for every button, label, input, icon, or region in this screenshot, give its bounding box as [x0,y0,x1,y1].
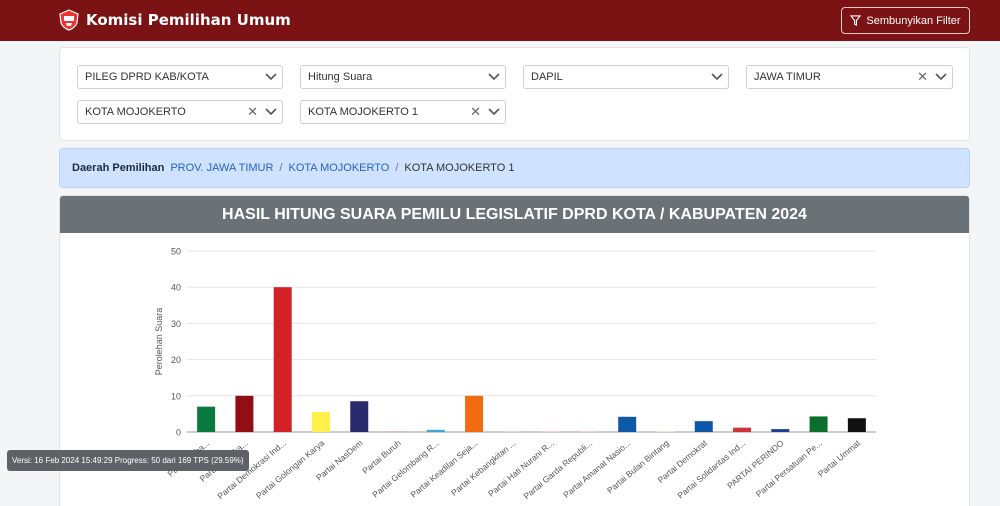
bar [197,406,216,432]
bar [656,431,675,432]
y-tick-label: 10 [171,391,181,401]
bar [426,429,445,432]
chevron-down-icon[interactable] [483,66,505,88]
bar [579,431,598,432]
chevron-down-icon[interactable] [930,66,952,88]
bar [541,431,560,432]
breadcrumb-current: KOTA MOJOKERTO 1 [404,162,515,174]
top-navbar: Komisi Pemilihan Umum Sembunyikan Filter [0,0,1000,41]
bar [618,416,637,432]
clear-icon[interactable]: ✕ [470,104,481,119]
x-tick-label: Partai Persatuan Pe... [754,438,824,499]
select-election-type[interactable]: PILEG DPRD KAB/KOTA [77,65,283,89]
breadcrumb-separator: / [279,162,283,174]
bar [847,418,866,432]
bar [350,401,369,432]
x-tick-label: Partai Kebangkitan ... [449,438,518,498]
kpu-logo-icon [59,9,79,31]
y-tick-label: 0 [176,428,181,438]
bar [388,431,407,432]
select-city[interactable]: KOTA MOJOKERTO ✕ [77,100,283,124]
bar [273,287,292,432]
x-tick-label: Partai Garda Republi... [522,438,595,501]
select-value: PILEG DPRD KAB/KOTA [85,71,209,83]
chevron-down-icon[interactable] [483,101,505,123]
bar [809,416,828,432]
select-district[interactable]: KOTA MOJOKERTO 1 ✕ [300,100,506,124]
select-value: KOTA MOJOKERTO [85,106,186,118]
select-value: KOTA MOJOKERTO 1 [308,106,419,118]
hide-filter-label: Sembunyikan Filter [866,14,961,27]
breadcrumb-separator: / [395,162,399,174]
brand[interactable]: Komisi Pemilihan Umum [58,8,291,32]
bar [694,421,713,432]
x-tick-label: Partai Keadilan Seja... [409,438,480,500]
y-axis-label: Perolehan Suara [154,308,164,376]
breadcrumb-link-province[interactable]: PROV. JAWA TIMUR [170,162,274,174]
version-badge: Versi: 16 Feb 2024 15:49:29 Progress: 50… [7,450,249,471]
breadcrumb: Daerah Pemilihan PROV. JAWA TIMUR / KOTA… [59,148,970,188]
chevron-down-icon[interactable] [260,66,282,88]
x-tick-label: Partai Ummat [816,437,863,478]
chevron-down-icon[interactable] [260,101,282,123]
y-tick-label: 50 [171,247,181,257]
bar [771,429,790,432]
filter-panel: PILEG DPRD KAB/KOTA Hitung Suara DAPIL J… [59,47,970,141]
clear-icon[interactable]: ✕ [917,69,928,84]
chevron-down-icon[interactable] [706,66,728,88]
select-province[interactable]: JAWA TIMUR ✕ [746,65,953,89]
hide-filter-button[interactable]: Sembunyikan Filter [841,7,970,34]
select-count-type[interactable]: Hitung Suara [300,65,506,89]
clear-icon[interactable]: ✕ [247,104,258,119]
select-value: DAPIL [531,71,563,83]
x-tick-label: Partai Hati Nurani R... [486,438,556,499]
bar [733,427,752,432]
bar [235,395,254,432]
y-tick-label: 40 [171,283,181,293]
y-tick-label: 30 [171,319,181,329]
breadcrumb-label: Daerah Pemilihan [72,162,165,174]
select-value: Hitung Suara [308,71,373,83]
breadcrumb-link-city[interactable]: KOTA MOJOKERTO [288,162,390,174]
select-dapil[interactable]: DAPIL [523,65,729,89]
app-title: Komisi Pemilihan Umum [86,11,291,29]
funnel-icon [850,15,862,26]
bar [465,395,484,432]
select-value: JAWA TIMUR [754,71,821,83]
bar [503,431,522,432]
x-tick-label: Partai Golongan Karya [254,438,327,501]
x-tick-label: Partai Amanat Nasio... [561,438,632,500]
bar [311,412,330,432]
chart-title: HASIL HITUNG SUARA PEMILU LEGISLATIF DPR… [60,196,969,233]
x-tick-label: Partai Gelombang R... [370,438,441,500]
y-tick-label: 20 [171,355,181,365]
x-tick-label: Partai Solidaritas Ind... [675,438,747,501]
